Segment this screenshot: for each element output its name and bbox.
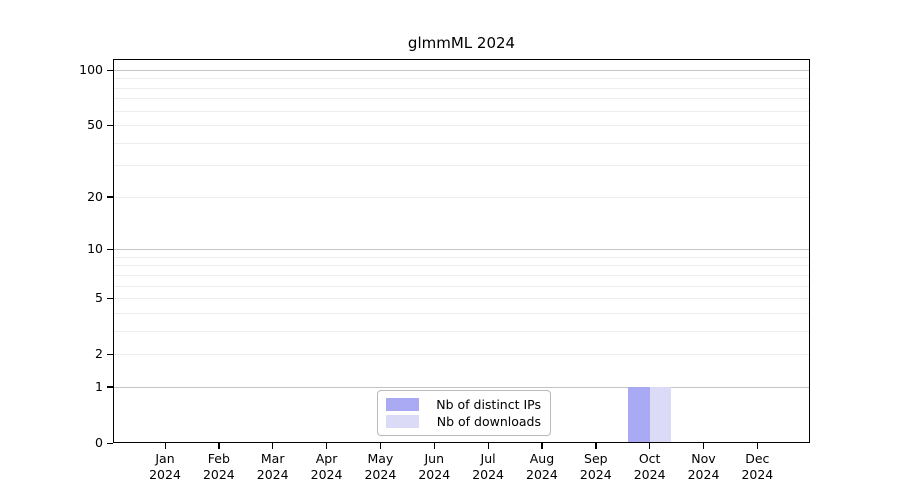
- x-tick: [164, 443, 166, 449]
- x-tick-label: Oct 2024: [622, 451, 678, 483]
- x-tick: [433, 443, 436, 449]
- legend-item-downloads: Nb of downloads: [386, 414, 541, 429]
- bar-distinct-ips: [628, 386, 650, 443]
- x-tick-label-year: 2024: [687, 467, 720, 482]
- y-tick: [107, 248, 113, 250]
- x-tick-label: May 2024: [352, 451, 408, 483]
- y-gridline-minor: [113, 312, 810, 314]
- x-tick-label: Apr 2024: [299, 451, 355, 483]
- y-gridline-minor: [113, 196, 810, 198]
- y-tick: [107, 69, 113, 71]
- x-tick: [379, 443, 382, 449]
- x-tick: [756, 443, 759, 449]
- y-tick: [107, 196, 113, 198]
- bar-downloads: [649, 386, 672, 443]
- x-tick-label-year: 2024: [256, 467, 289, 482]
- x-tick-label-year: 2024: [472, 467, 504, 482]
- y-gridline-major: [113, 249, 810, 251]
- x-tick: [595, 443, 597, 449]
- y-gridline-minor: [113, 330, 810, 332]
- x-tick-label: Jun 2024: [406, 451, 462, 483]
- y-tick: [107, 124, 113, 127]
- plot-area: Nb of distinct IPs Nb of downloads 0 1 2 5 1…: [79, 59, 810, 482]
- y-gridline-major: [113, 386, 810, 388]
- y-tick: [107, 386, 113, 388]
- x-tick: [541, 443, 543, 449]
- y-tick-label: 50: [87, 117, 103, 133]
- y-tick-label: 2: [95, 346, 103, 362]
- x-tick-label: Feb 2024: [191, 451, 247, 483]
- y-tick-label: 100: [79, 62, 103, 77]
- x-tick-label: Aug 2024: [514, 451, 570, 483]
- y-tick-label: 0: [95, 435, 103, 450]
- y-gridline-minor: [113, 110, 810, 112]
- y-gridline-minor: [113, 256, 810, 258]
- x-tick-label-year: 2024: [579, 467, 612, 482]
- y-gridline-minor: [113, 165, 810, 167]
- x-tick: [272, 443, 274, 449]
- y-gridline-minor: [113, 354, 810, 356]
- x-tick-label-year: 2024: [310, 467, 343, 482]
- y-gridline-minor: [113, 285, 810, 287]
- y-gridline-major: [113, 70, 810, 71]
- legend: Nb of distinct IPs Nb of downloads: [377, 390, 551, 436]
- x-tick-label-year: 2024: [526, 467, 558, 482]
- y-tick-label: 1: [95, 378, 103, 394]
- y-tick-label: 20: [87, 188, 103, 204]
- legend-swatch-distinct-ips: [386, 398, 419, 411]
- x-tick-label-month: Apr: [315, 451, 338, 466]
- y-tick: [107, 297, 113, 299]
- y-tick: [107, 442, 113, 444]
- x-tick-label-year: 2024: [633, 467, 666, 482]
- x-tick: [703, 443, 705, 449]
- x-tick-label-year: 2024: [364, 467, 397, 482]
- x-tick-label-month: May: [367, 451, 394, 466]
- x-tick: [649, 443, 651, 449]
- x-tick-label-month: Jan: [155, 451, 175, 466]
- x-tick: [218, 443, 220, 449]
- x-tick: [326, 443, 328, 449]
- x-tick-label-year: 2024: [202, 467, 235, 482]
- x-tick: [487, 443, 489, 449]
- y-gridline-minor: [113, 98, 810, 100]
- x-tick-label-year: 2024: [149, 467, 181, 482]
- y-tick-label: 10: [87, 241, 103, 257]
- x-tick-label-month: Feb: [207, 451, 230, 466]
- y-tick-label: 5: [95, 290, 103, 306]
- x-tick-label: Dec 2024: [729, 451, 785, 483]
- chart-title: glmmML 2024: [407, 34, 516, 52]
- x-tick-label: Jan 2024: [137, 451, 193, 483]
- x-tick-label-month: Nov: [691, 451, 716, 466]
- legend-item-distinct-ips: Nb of distinct IPs: [386, 397, 541, 412]
- x-tick-label-month: Jul: [480, 451, 496, 466]
- y-gridline-minor: [113, 142, 810, 144]
- x-tick-label-month: Jun: [424, 451, 445, 466]
- y-gridline-minor: [113, 265, 810, 267]
- x-tick-label: Mar 2024: [245, 451, 301, 483]
- y-gridline-minor: [113, 125, 810, 127]
- y-gridline-minor: [113, 298, 810, 300]
- x-tick-label: Jul 2024: [460, 451, 516, 483]
- x-tick-label-month: Sep: [584, 451, 608, 466]
- x-tick-label-month: Aug: [529, 451, 555, 466]
- plot-border: [113, 59, 810, 443]
- y-gridline-minor: [113, 78, 810, 80]
- x-tick-label-month: Oct: [638, 451, 661, 466]
- y-gridline-minor: [113, 87, 810, 89]
- x-tick-label: Nov 2024: [676, 451, 732, 483]
- x-tick-label: Sep 2024: [568, 451, 624, 483]
- x-tick-label-year: 2024: [418, 467, 451, 482]
- y-tick: [107, 353, 113, 355]
- x-tick-label-year: 2024: [741, 467, 774, 482]
- y-gridline-minor: [113, 274, 810, 276]
- legend-label-distinct-ips: Nb of distinct IPs: [436, 397, 541, 412]
- legend-swatch-downloads: [386, 415, 419, 428]
- x-tick-label-month: Dec: [745, 451, 770, 466]
- x-tick-label-month: Mar: [260, 451, 285, 466]
- legend-label-downloads: Nb of downloads: [436, 414, 541, 429]
